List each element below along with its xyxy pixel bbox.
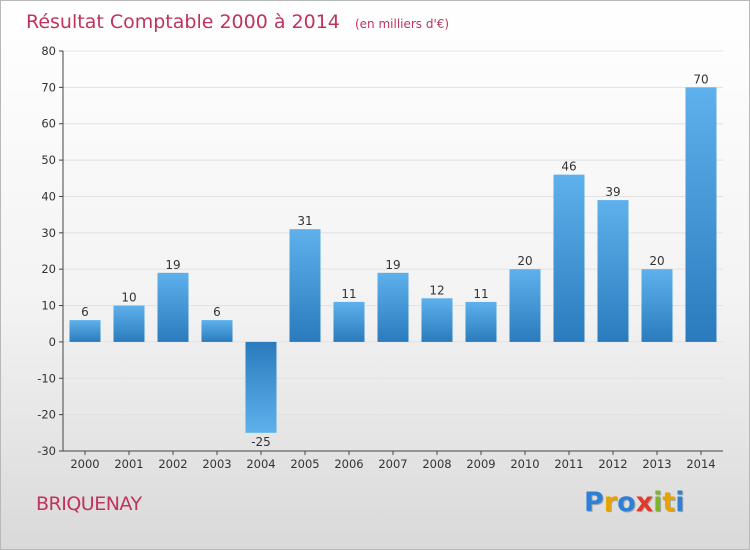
bar-2011 bbox=[553, 174, 585, 342]
x-tick-label-2008: 2008 bbox=[422, 457, 451, 471]
y-tick-label: -30 bbox=[37, 444, 56, 458]
value-label-2001: 10 bbox=[121, 291, 136, 305]
logo-letter: P bbox=[584, 487, 604, 518]
x-tick-label-2009: 2009 bbox=[466, 457, 495, 471]
bar-2014 bbox=[685, 87, 717, 342]
logo-letter: i bbox=[653, 487, 663, 518]
bar-2001 bbox=[113, 305, 145, 342]
y-tick-label: 20 bbox=[41, 262, 56, 276]
value-label-2003: 6 bbox=[213, 305, 221, 319]
bar-2006 bbox=[333, 301, 365, 342]
y-tick-label: 40 bbox=[41, 189, 56, 203]
y-tick-label: 60 bbox=[41, 117, 56, 131]
x-tick-label-2004: 2004 bbox=[246, 457, 275, 471]
y-tick-label: 10 bbox=[41, 299, 56, 313]
logo-letter: i bbox=[675, 487, 685, 518]
value-label-2004: -25 bbox=[251, 435, 271, 449]
y-tick-label: 50 bbox=[41, 153, 56, 167]
x-tick-label-2002: 2002 bbox=[158, 457, 187, 471]
bar-2007 bbox=[377, 272, 409, 342]
value-label-2013: 20 bbox=[649, 254, 664, 268]
x-tick-label-2006: 2006 bbox=[334, 457, 363, 471]
bar-2003 bbox=[201, 320, 233, 342]
value-label-2006: 11 bbox=[341, 287, 356, 301]
town-name: BRIQUENAY bbox=[36, 493, 142, 515]
value-label-2005: 31 bbox=[297, 214, 312, 228]
bar-2005 bbox=[289, 229, 321, 342]
bar-2002 bbox=[157, 272, 189, 342]
x-axis-ticks: 2000 2001 2002 2003 2004 2005 2006 2007 2008 2009… bbox=[70, 451, 716, 471]
x-tick-label-2005: 2005 bbox=[290, 457, 319, 471]
x-tick-label-2012: 2012 bbox=[598, 457, 627, 471]
x-tick-label-2013: 2013 bbox=[642, 457, 671, 471]
logo-letter: x bbox=[635, 487, 654, 518]
value-label-2000: 6 bbox=[81, 305, 89, 319]
value-label-2008: 12 bbox=[429, 283, 444, 297]
bar-2004 bbox=[245, 341, 277, 433]
value-label-2010: 20 bbox=[517, 254, 532, 268]
bar-2012 bbox=[597, 200, 629, 342]
x-tick-label-2014: 2014 bbox=[686, 457, 715, 471]
x-tick-label-2010: 2010 bbox=[510, 457, 539, 471]
bar-2008 bbox=[421, 298, 453, 342]
bar-2010 bbox=[509, 269, 541, 342]
bar-2009 bbox=[465, 301, 497, 342]
chart-title-main: Résultat Comptable 2000 à 2014 bbox=[26, 11, 340, 33]
value-labels: 6 10 19 6 -25 31 11 19 12 11 20 46 39 20 70 bbox=[81, 72, 708, 448]
logo-letter: t bbox=[662, 487, 676, 518]
x-tick-label-2001: 2001 bbox=[114, 457, 143, 471]
y-tick-label: 30 bbox=[41, 226, 56, 240]
y-tick-label: 80 bbox=[41, 44, 56, 58]
value-label-2014: 70 bbox=[693, 72, 708, 86]
y-axis-ticks: 80 70 60 50 40 30 20 10 0 -10 -20 -30 bbox=[37, 44, 63, 458]
logo-letter: o bbox=[617, 487, 636, 518]
bar-2000 bbox=[69, 320, 101, 342]
value-label-2012: 39 bbox=[605, 185, 620, 199]
chart-title-unit: (en milliers d'€) bbox=[355, 17, 449, 31]
y-tick-label: 0 bbox=[49, 335, 56, 349]
bar-2013 bbox=[641, 269, 673, 342]
x-tick-label-2003: 2003 bbox=[202, 457, 231, 471]
y-tick-label: -20 bbox=[37, 408, 56, 422]
y-tick-label: -10 bbox=[37, 371, 56, 385]
y-tick-label: 70 bbox=[41, 80, 56, 94]
value-label-2011: 46 bbox=[561, 160, 576, 174]
logo-letter: r bbox=[603, 487, 618, 518]
proxiti-logo: Proxiti bbox=[584, 487, 685, 518]
value-label-2002: 19 bbox=[165, 258, 180, 272]
value-label-2007: 19 bbox=[385, 258, 400, 272]
chart-title: Résultat Comptable 2000 à 2014 (en milli… bbox=[26, 11, 449, 33]
x-tick-label-2007: 2007 bbox=[378, 457, 407, 471]
bars bbox=[69, 87, 717, 433]
x-tick-label-2011: 2011 bbox=[554, 457, 583, 471]
x-tick-label-2000: 2000 bbox=[70, 457, 99, 471]
value-label-2009: 11 bbox=[473, 287, 488, 301]
